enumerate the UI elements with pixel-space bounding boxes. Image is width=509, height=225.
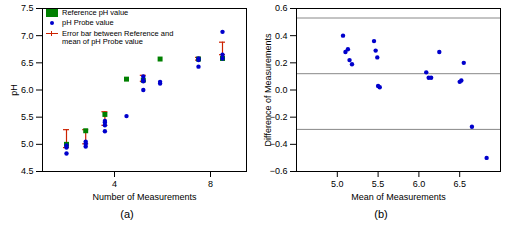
html-text:(a): (a) <box>120 208 134 220</box>
svg-text:5.5: 5.5 <box>21 112 34 122</box>
svg-text:0.2: 0.2 <box>275 58 288 68</box>
svg-text:Number of Measurements: Number of Measurements <box>92 192 197 202</box>
svg-text:7.0: 7.0 <box>21 31 34 41</box>
svg-text:5.0: 5.0 <box>331 179 344 189</box>
svg-text:Mean of Measurements: Mean of Measurements <box>351 192 446 202</box>
html-text:Error bar between Reference an: Error bar between Reference and mean of … <box>62 28 174 46</box>
html-text:(b): (b) <box>374 208 388 220</box>
svg-text:−0.2: −0.2 <box>269 112 288 122</box>
html-text:pH Probe value: pH Probe value <box>62 18 114 28</box>
svg-text:5.5: 5.5 <box>372 179 385 189</box>
svg-text:−0.4: −0.4 <box>269 139 288 150</box>
svg-text:6.5: 6.5 <box>21 58 34 68</box>
svg-text:5.0: 5.0 <box>21 139 34 149</box>
svg-text:0.0: 0.0 <box>275 85 288 95</box>
svg-text:8: 8 <box>208 179 213 189</box>
svg-text:−0.6: −0.6 <box>270 166 288 176</box>
svg-text:6.5: 6.5 <box>453 179 466 189</box>
svg-text:0.4: 0.4 <box>275 31 288 41</box>
svg-text:0.6: 0.6 <box>275 3 288 13</box>
svg-text:pH: pH <box>9 84 19 96</box>
svg-text:6.0: 6.0 <box>21 85 34 95</box>
svg-text:7.5: 7.5 <box>21 3 34 13</box>
svg-text:4.5: 4.5 <box>21 166 34 176</box>
svg-text:6.0: 6.0 <box>413 179 426 189</box>
svg-text:4: 4 <box>112 179 117 189</box>
svg-text:Difference of Measurements: Difference of Measurements <box>263 33 273 146</box>
html-text:Reference pH value: Reference pH value <box>62 8 129 17</box>
